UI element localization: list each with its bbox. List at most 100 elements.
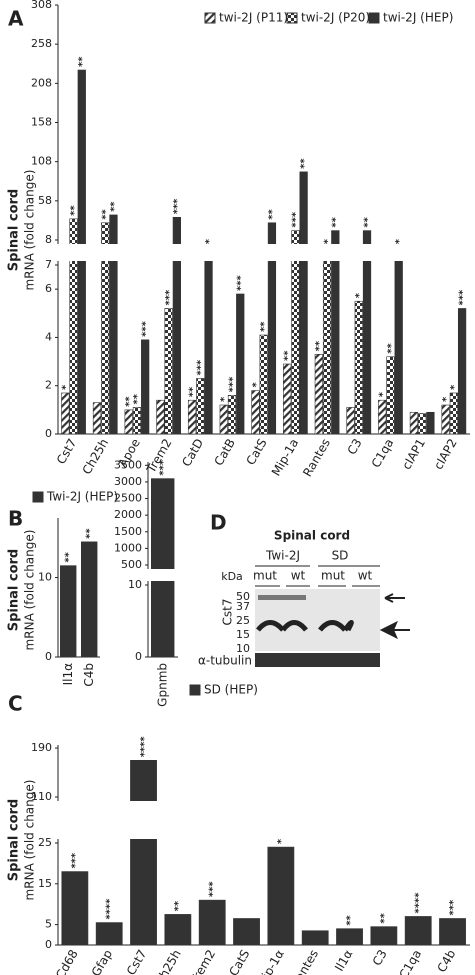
bar (439, 918, 466, 946)
panel-label: A (8, 7, 24, 31)
significance: ** (314, 340, 325, 351)
x-tick-label: Il1α (332, 947, 355, 973)
significance: ** (331, 216, 342, 227)
bar (346, 407, 355, 435)
lane-label: wt (358, 569, 373, 583)
x-tick-label: Rantes (300, 436, 333, 479)
lane-label: wt (291, 569, 306, 583)
kda-label: kDa (221, 570, 243, 583)
y-axis-subtitle: mRNA (fold change) (23, 780, 37, 901)
x-tick-label: Ch25h (152, 947, 184, 975)
bar (236, 293, 245, 435)
bar (156, 399, 165, 435)
band (258, 595, 306, 600)
y-tick-label: 10 (128, 578, 142, 591)
bar (426, 411, 435, 435)
significance: * (441, 396, 452, 402)
x-tick-label: cIAP2 (431, 436, 460, 472)
significance: *** (70, 852, 81, 868)
legend-swatch (368, 12, 380, 24)
y-tick-label: 0 (135, 650, 142, 663)
x-tick-label: Rantes (288, 947, 321, 975)
legend-label: Twi-2J (HEP) (46, 490, 118, 504)
legend-swatch (32, 491, 44, 503)
y-tick-label: 500 (121, 558, 142, 571)
bar (354, 300, 363, 435)
y-tick-label: 108 (31, 155, 52, 168)
y-tick-label: 3500 (114, 458, 142, 471)
y-tick-label: 208 (31, 76, 52, 89)
y-tick-label: 1500 (114, 525, 142, 538)
bar (187, 399, 197, 435)
x-tick-label: Cst7 (124, 947, 150, 975)
x-tick-label: Il1α (61, 663, 75, 686)
bar (60, 565, 77, 658)
x-tick-label: Trem2 (187, 947, 218, 975)
x-tick-label: C1qa (397, 947, 425, 975)
loading-label: α-tubulin (198, 654, 252, 668)
y-tick-label: 8 (45, 233, 52, 246)
axis-break (55, 801, 470, 839)
significance: ** (109, 201, 120, 212)
x-tick-label: Mip-1α (254, 947, 287, 975)
significance: *** (227, 376, 238, 392)
x-tick-label: Gpnmb (156, 663, 170, 707)
bar (198, 899, 226, 946)
significance: ** (77, 56, 88, 67)
bar (457, 308, 467, 435)
lane-label: mut (321, 569, 345, 583)
y-axis-title: Spinal cord (7, 189, 22, 272)
bar (233, 918, 260, 946)
significance: ** (394, 238, 405, 249)
bar (81, 541, 98, 658)
y-tick-label: 5 (45, 918, 52, 931)
y-tick-label: 25 (38, 836, 52, 849)
x-tick-label: Ch25h (80, 436, 112, 477)
significance: *** (236, 275, 247, 291)
x-tick-label: Mip-1a (269, 436, 301, 478)
significance: * (354, 292, 365, 298)
significance: ** (362, 216, 373, 227)
panel-label: C (8, 692, 23, 716)
bar (164, 914, 192, 946)
x-tick-label: C1qa (369, 436, 397, 470)
significance: **** (414, 892, 425, 914)
significance: **** (139, 736, 150, 758)
legend-swatch (189, 684, 201, 696)
significance: * (61, 384, 72, 390)
significance: ** (69, 205, 80, 216)
bar (404, 916, 432, 946)
bar (259, 334, 268, 435)
bar (331, 230, 340, 435)
axis-break (145, 569, 178, 581)
bar (101, 222, 110, 435)
y-tick-label: 10 (38, 571, 52, 584)
y-tick-label: 190 (31, 741, 52, 754)
bar (109, 214, 118, 435)
legend-swatch (286, 12, 298, 24)
y-tick-label: 0 (45, 938, 52, 951)
significance: ** (322, 238, 333, 249)
y-axis-title: Spinal cord (7, 549, 22, 632)
significance: ** (132, 393, 143, 404)
bar (314, 354, 323, 435)
band (256, 620, 308, 632)
significance: ** (379, 912, 390, 923)
significance: ** (204, 238, 215, 249)
y-tick-label: 3000 (114, 475, 142, 488)
axis-break (55, 244, 470, 261)
x-tick-label: CatB (211, 436, 237, 468)
bar (172, 216, 181, 435)
lane-label: mut (253, 569, 277, 583)
bar (61, 871, 89, 946)
y-tick-label: 158 (31, 116, 52, 129)
bar (336, 928, 363, 946)
y-tick-label: 1000 (114, 541, 142, 554)
significance: ** (64, 551, 75, 562)
bar (386, 356, 395, 435)
x-tick-label: CatS (243, 436, 269, 467)
bar (394, 252, 403, 435)
significance: *** (457, 289, 468, 305)
marker: 25 (236, 614, 250, 627)
